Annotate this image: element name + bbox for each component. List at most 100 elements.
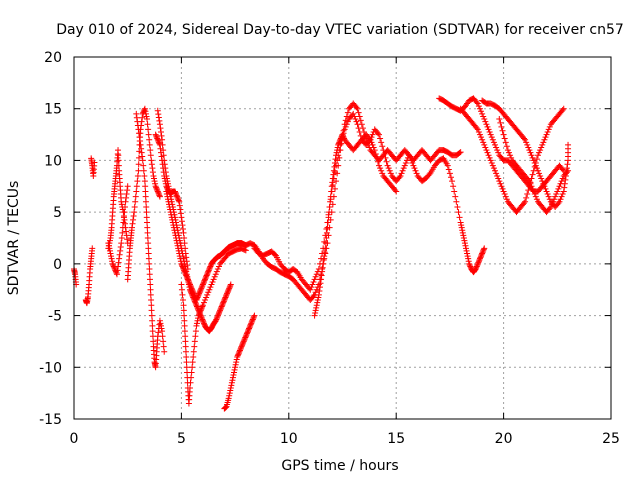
data-point xyxy=(166,203,173,210)
data-point xyxy=(313,271,320,278)
data-point xyxy=(544,128,551,135)
data-point xyxy=(450,183,457,190)
data-point xyxy=(559,107,566,114)
data-point xyxy=(367,136,374,143)
data-point xyxy=(558,178,565,185)
data-point xyxy=(545,126,552,133)
data-point xyxy=(197,308,204,315)
series-arc-k xyxy=(178,245,249,407)
data-point xyxy=(178,260,185,267)
data-point xyxy=(312,289,319,296)
data-point xyxy=(562,176,569,183)
data-point xyxy=(154,135,161,142)
data-point xyxy=(221,295,228,302)
data-point xyxy=(324,224,331,231)
data-point xyxy=(156,121,163,128)
data-point xyxy=(146,271,153,278)
data-point xyxy=(250,313,257,320)
data-point xyxy=(148,307,155,314)
x-tick-label: 0 xyxy=(70,431,79,447)
data-point xyxy=(228,379,235,386)
data-point xyxy=(147,286,154,293)
data-point xyxy=(139,157,146,164)
data-point xyxy=(215,263,222,270)
data-point xyxy=(203,273,210,280)
data-point xyxy=(505,149,512,156)
data-point xyxy=(220,299,227,306)
data-point xyxy=(195,291,202,298)
data-point xyxy=(157,145,164,152)
data-point xyxy=(200,278,207,285)
data-point xyxy=(153,134,160,141)
data-point xyxy=(170,222,177,229)
data-point xyxy=(193,302,200,309)
data-point xyxy=(485,152,492,159)
data-point xyxy=(311,312,318,319)
data-point xyxy=(238,344,245,351)
data-point xyxy=(135,130,142,137)
data-point xyxy=(314,299,321,306)
data-point xyxy=(139,114,146,121)
data-point xyxy=(183,359,190,366)
data-point xyxy=(182,338,189,345)
data-point xyxy=(527,180,534,187)
plot-frame xyxy=(73,56,612,420)
data-point xyxy=(222,293,229,300)
data-point xyxy=(161,157,168,164)
data-point xyxy=(410,162,417,169)
data-point xyxy=(454,203,461,210)
data-point xyxy=(539,178,546,185)
data-point xyxy=(522,136,529,143)
data-point xyxy=(149,322,156,329)
series-arc-m xyxy=(242,100,464,304)
data-point xyxy=(191,343,198,350)
data-point xyxy=(241,337,248,344)
data-point xyxy=(193,295,200,302)
data-point xyxy=(560,188,567,195)
data-point xyxy=(187,282,194,289)
data-point xyxy=(167,206,174,213)
data-point xyxy=(144,224,151,231)
data-point xyxy=(525,187,532,194)
y-tick-label: 5 xyxy=(53,205,62,221)
data-point xyxy=(343,121,350,128)
data-point xyxy=(207,263,214,270)
data-point xyxy=(251,312,258,319)
data-point xyxy=(148,161,155,168)
data-point xyxy=(178,262,185,269)
data-point xyxy=(117,247,124,254)
data-point xyxy=(533,156,540,163)
data-point xyxy=(326,209,333,216)
data-point xyxy=(200,319,207,326)
data-point xyxy=(177,258,184,265)
data-point xyxy=(218,303,225,310)
data-point xyxy=(189,288,196,295)
data-point xyxy=(340,132,347,139)
data-point xyxy=(199,281,206,288)
data-point xyxy=(177,206,184,213)
data-point xyxy=(200,280,207,287)
data-point xyxy=(479,136,486,143)
data-point xyxy=(198,285,205,292)
data-point xyxy=(330,167,337,174)
series-arc-a xyxy=(71,266,80,288)
data-point xyxy=(342,123,349,130)
data-point xyxy=(188,369,195,376)
data-point xyxy=(200,299,207,306)
data-point xyxy=(320,256,327,263)
data-point xyxy=(183,353,190,360)
data-point xyxy=(484,123,491,130)
data-point xyxy=(117,244,124,251)
data-point xyxy=(155,191,162,198)
data-point xyxy=(204,269,211,276)
data-point xyxy=(461,240,468,247)
data-point xyxy=(339,131,346,138)
data-point xyxy=(315,266,322,273)
data-point xyxy=(198,306,205,313)
data-point xyxy=(144,219,151,226)
data-point xyxy=(550,198,557,205)
data-point xyxy=(474,100,481,107)
data-point xyxy=(316,288,323,295)
data-point xyxy=(174,193,181,200)
data-point xyxy=(372,150,379,157)
